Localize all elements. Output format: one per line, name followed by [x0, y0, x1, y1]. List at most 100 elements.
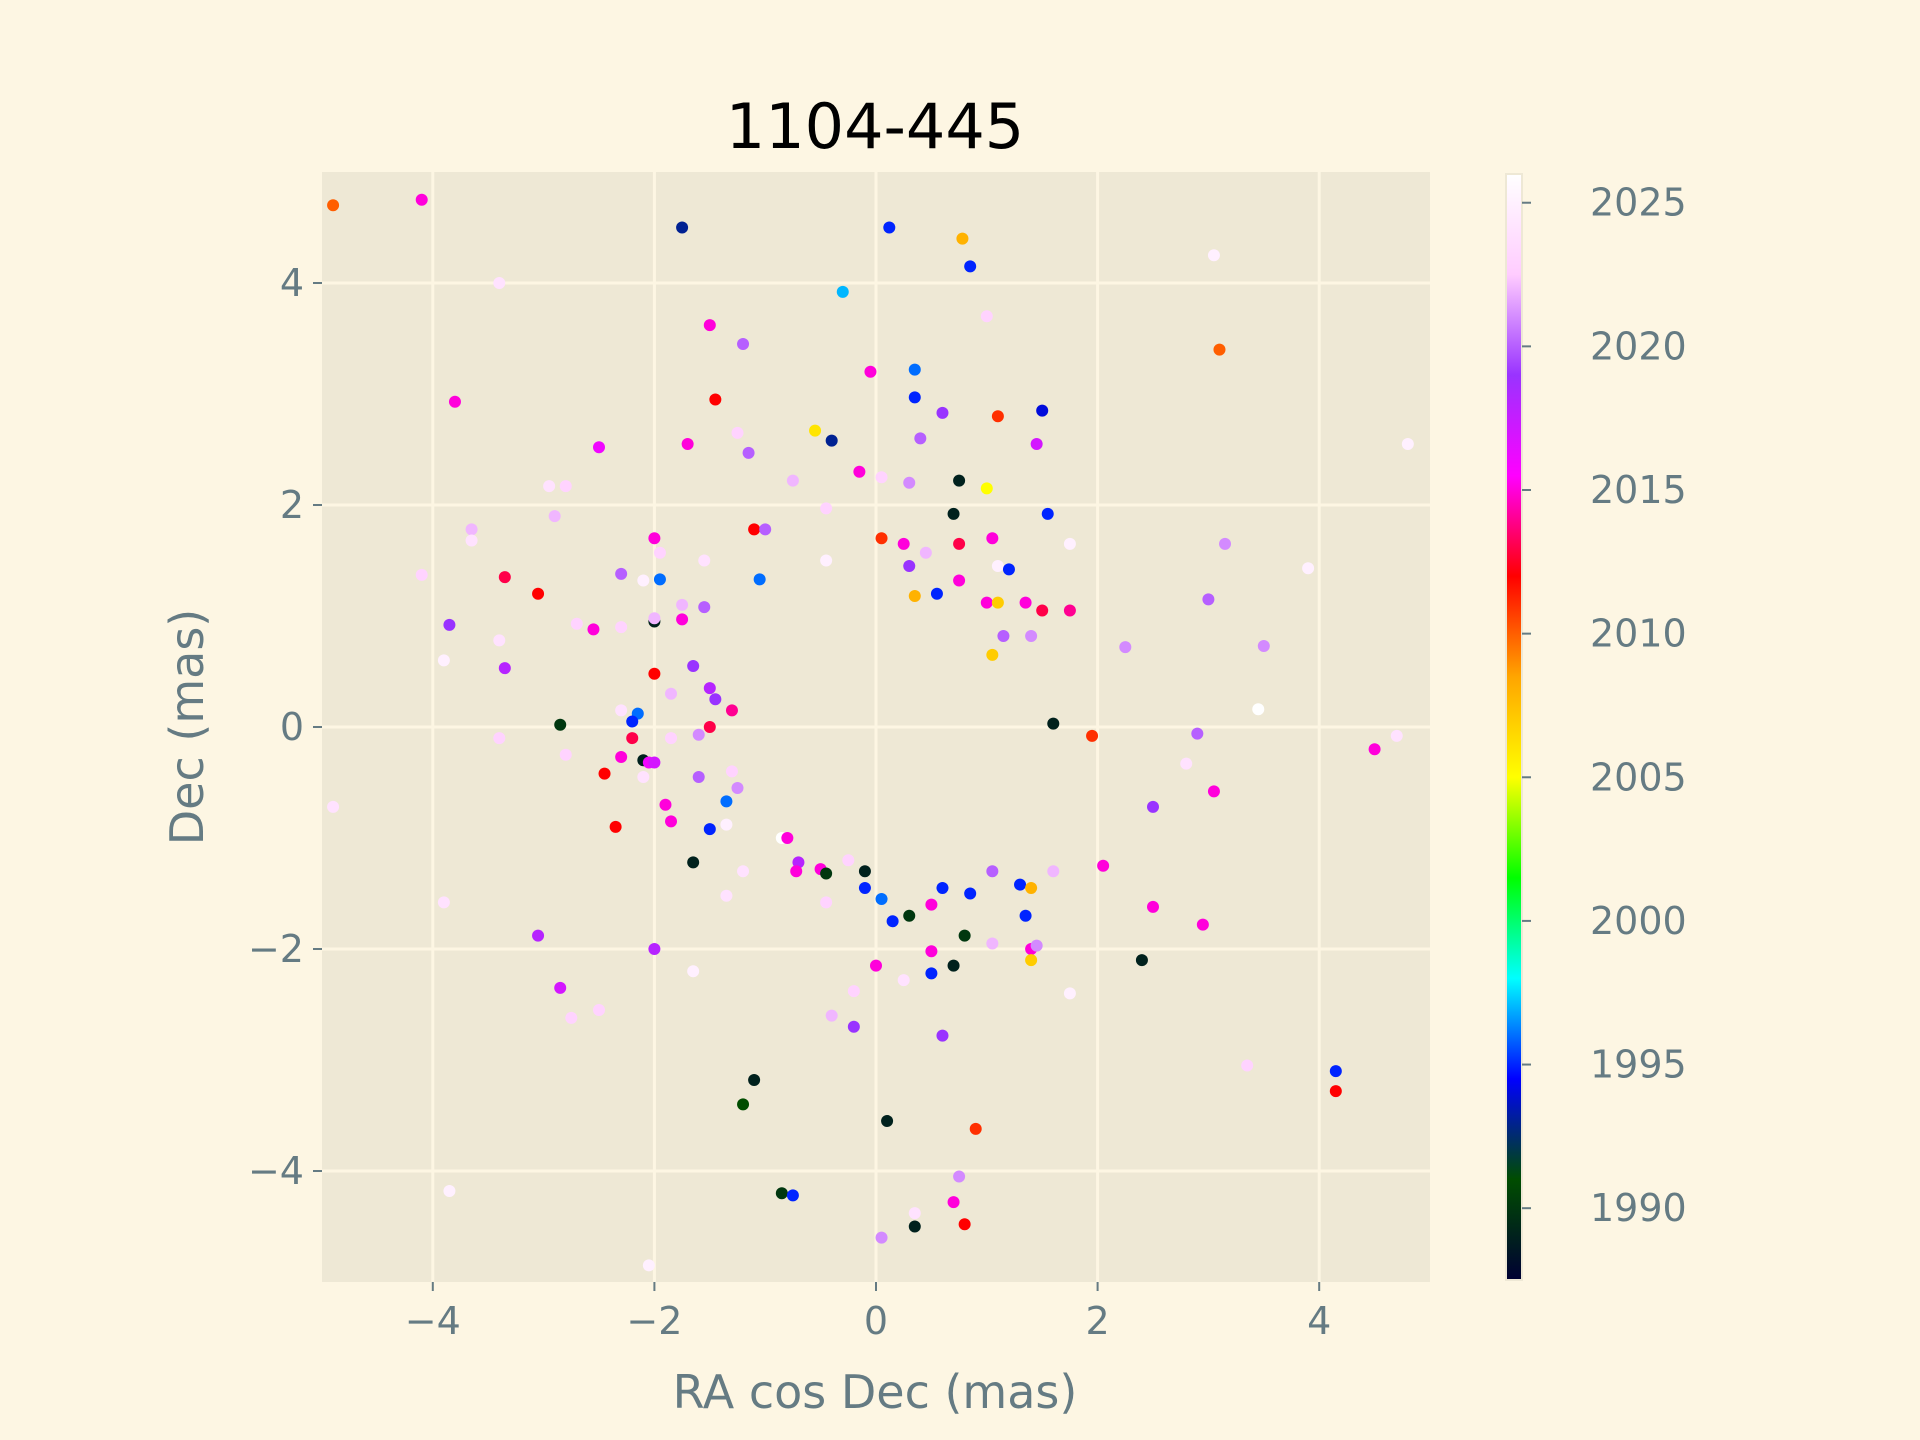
data-point [881, 1115, 894, 1128]
data-point [709, 393, 722, 406]
axes: −4 −2 0 2 4 −4 −2 0 2 4 [248, 261, 1331, 1343]
data-point [554, 718, 567, 731]
data-point [908, 590, 921, 603]
data-point [914, 432, 927, 445]
data-point [676, 613, 689, 626]
data-point [936, 881, 949, 894]
data-point [1180, 757, 1193, 770]
data-point [1036, 404, 1049, 417]
data-point [986, 648, 999, 661]
data-point [1025, 629, 1038, 642]
data-point [1147, 900, 1159, 913]
data-point [703, 319, 716, 332]
x-tick-label: 4 [1307, 1299, 1331, 1343]
data-point [570, 617, 583, 630]
data-point [936, 406, 949, 419]
data-point [437, 896, 450, 909]
data-point [1019, 909, 1032, 922]
data-point [809, 424, 822, 437]
data-point [875, 1231, 888, 1244]
data-point [598, 767, 611, 780]
data-point [925, 898, 938, 911]
data-point [903, 909, 916, 922]
data-point [820, 502, 833, 515]
data-point [1063, 604, 1076, 617]
data-point [543, 480, 556, 493]
data-point [786, 474, 799, 487]
data-point [665, 815, 678, 828]
data-point [964, 887, 977, 900]
data-point [692, 770, 705, 783]
colorbar: 1990 1995 2000 2005 2010 2015 2020 2025 [1505, 173, 1687, 1281]
data-point [648, 532, 661, 545]
y-tick-label: 0 [280, 705, 304, 749]
data-point [759, 523, 772, 536]
data-point [1086, 729, 1099, 742]
data-point [1401, 437, 1414, 450]
data-point [980, 310, 993, 323]
data-point [908, 391, 921, 404]
data-point [1047, 717, 1060, 730]
data-point [593, 1004, 605, 1017]
data-point [1147, 800, 1159, 813]
x-axis-label: RA cos Dec (mas) [673, 1365, 1078, 1419]
data-point [908, 1220, 921, 1233]
data-point [1025, 881, 1038, 894]
data-point [870, 959, 882, 972]
colorbar-frame [1505, 173, 1523, 1281]
data-point [709, 693, 722, 706]
data-point [1257, 639, 1270, 652]
data-point [443, 618, 456, 631]
data-point [1390, 729, 1403, 742]
data-point [858, 865, 871, 878]
data-point [637, 574, 650, 587]
data-point [903, 476, 916, 489]
data-point [648, 943, 661, 955]
data-point [626, 715, 639, 728]
data-point [548, 510, 561, 523]
data-point [731, 426, 744, 439]
data-point [875, 893, 888, 906]
data-point [720, 889, 733, 902]
data-point [980, 596, 993, 609]
colorbar-tick-label: 2025 [1590, 181, 1687, 225]
data-point [737, 865, 750, 878]
data-point [997, 629, 1010, 642]
data-point [947, 959, 960, 972]
colorbar-tick-label: 2015 [1590, 468, 1687, 512]
data-point [919, 546, 932, 559]
data-point [1207, 249, 1220, 262]
data-point [648, 756, 661, 769]
data-point [790, 865, 803, 878]
data-point [626, 732, 639, 745]
data-point [842, 854, 855, 867]
data-point [853, 465, 866, 478]
data-point [687, 965, 700, 978]
data-point [1219, 537, 1232, 550]
data-point [692, 728, 705, 741]
data-point [493, 634, 506, 647]
data-point [883, 221, 896, 234]
data-point [875, 471, 888, 484]
x-tick-label: −2 [626, 1299, 682, 1343]
data-point [847, 985, 860, 998]
data-point [1207, 785, 1220, 798]
data-point [964, 260, 977, 273]
data-point [731, 782, 744, 795]
data-point [786, 1189, 799, 1202]
data-point [465, 534, 478, 547]
y-tick-label: 2 [280, 483, 304, 527]
data-point [1047, 865, 1060, 878]
data-point [958, 929, 971, 942]
data-point [1213, 343, 1226, 356]
data-point [1329, 1065, 1342, 1078]
colorbar-tick-label: 2010 [1590, 612, 1687, 656]
data-point [748, 523, 761, 536]
data-point [493, 277, 506, 289]
data-point [327, 199, 340, 212]
data-point [659, 798, 672, 811]
data-point [593, 441, 605, 454]
data-point [953, 474, 966, 487]
data-point [465, 523, 478, 536]
y-axis-label: Dec (mas) [160, 609, 214, 846]
